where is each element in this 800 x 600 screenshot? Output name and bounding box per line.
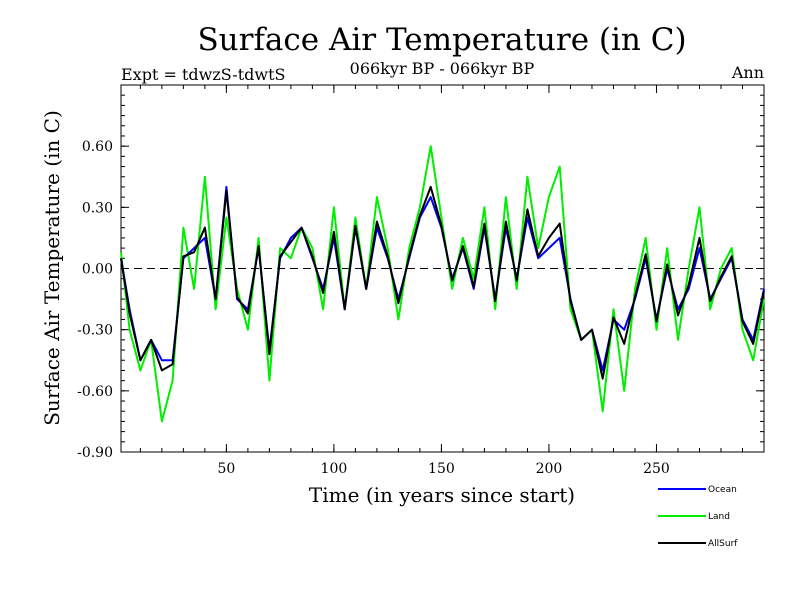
x-tick-label: 50 xyxy=(217,461,235,477)
y-tick-label: -0.30 xyxy=(77,323,113,339)
chart-title: Surface Air Temperature (in C) xyxy=(197,22,686,58)
series-line-allsurf xyxy=(120,185,765,380)
x-axis-label: Time (in years since start) xyxy=(309,483,575,507)
axis-ticks xyxy=(121,84,764,453)
series-lines xyxy=(120,145,765,423)
y-tick-label: 0.00 xyxy=(82,262,113,278)
y-tick-label: 0.60 xyxy=(82,139,113,155)
legend-label-ocean: Ocean xyxy=(708,485,737,495)
legend-label-allsurf: AllSurf xyxy=(708,539,738,549)
x-tick-label: 200 xyxy=(536,461,563,477)
chart-subtitle: 066kyr BP - 066kyr BP xyxy=(350,59,535,78)
x-tick-label: 100 xyxy=(321,461,348,477)
x-tick-label: 150 xyxy=(428,461,455,477)
y-tick-label: 0.30 xyxy=(82,200,113,216)
y-axis-label: Surface Air Temperature (in C) xyxy=(40,110,64,426)
legend-label-land: Land xyxy=(708,512,730,522)
experiment-label: Expt = tdwzS-tdwtS xyxy=(121,65,285,84)
season-label: Ann xyxy=(731,63,764,82)
y-tick-label: -0.90 xyxy=(77,445,113,461)
series-line-land xyxy=(120,145,765,423)
legend: Ocean Land AllSurf xyxy=(658,485,738,549)
y-tick-label: -0.60 xyxy=(77,384,113,400)
tick-labels: -0.90 -0.60 -0.30 0.00 0.30 0.60 50 100 150 200 25… xyxy=(77,139,670,477)
x-tick-label: 250 xyxy=(643,461,670,477)
